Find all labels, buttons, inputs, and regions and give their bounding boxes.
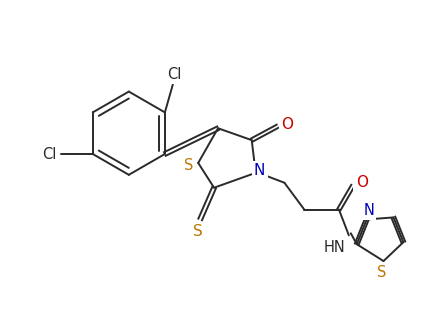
- Text: N: N: [254, 163, 265, 178]
- Text: Cl: Cl: [168, 67, 182, 82]
- Text: O: O: [356, 175, 368, 190]
- Text: HN: HN: [324, 240, 346, 255]
- Text: S: S: [183, 158, 193, 173]
- Text: Cl: Cl: [42, 147, 56, 162]
- Text: O: O: [281, 117, 293, 132]
- Text: S: S: [377, 265, 386, 281]
- Text: N: N: [363, 203, 374, 218]
- Text: S: S: [193, 224, 203, 239]
